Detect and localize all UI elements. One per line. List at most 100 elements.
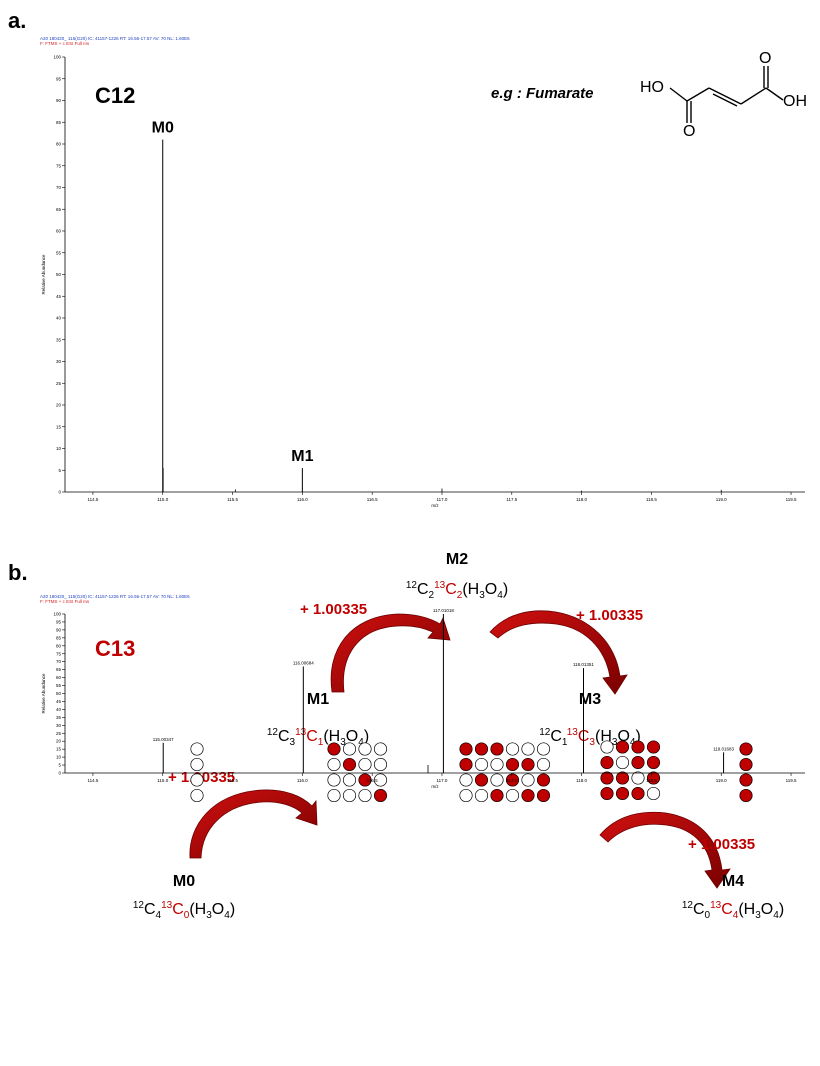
- peak-name-m3: M3: [579, 691, 601, 708]
- carbon-13-circle: [739, 773, 753, 787]
- carbon-12-circle: [490, 773, 504, 787]
- carbon-12-circle: [358, 757, 372, 772]
- carbon-12-circle: [600, 740, 614, 754]
- y-tick-label: 40: [56, 316, 62, 321]
- x-tick-label: 114.5: [87, 778, 98, 783]
- shift-label-m3-m4: + 1.00335: [688, 836, 755, 853]
- carbon-12-circle: [459, 788, 473, 803]
- carbon-13-circle: [646, 740, 661, 754]
- x-tick-label: 115.0: [157, 497, 168, 502]
- carbon-13-circle: [521, 757, 535, 772]
- formula-m0: 12C413C0(H3O4): [133, 900, 235, 921]
- panel-a-header-line1: A20 180420_ 115(G20) IC: 41157-1226 RT: …: [40, 36, 190, 41]
- carbon-12-circle: [536, 742, 551, 756]
- carbon-12-circle: [190, 773, 204, 787]
- x-tick-label: 115.5: [227, 778, 238, 783]
- x-tick-label: 116.5: [367, 497, 378, 502]
- y-tick-label: 70: [56, 185, 62, 190]
- fumarate-o-top: O: [759, 50, 771, 67]
- x-axis-label: m/z: [431, 503, 439, 508]
- x-tick-label: 119.5: [786, 778, 797, 783]
- y-tick-label: 35: [56, 337, 62, 342]
- y-tick-label: 60: [56, 229, 62, 234]
- carbon-13-circle: [536, 788, 551, 803]
- y-tick-label: 85: [56, 120, 62, 125]
- carbon-12-circle: [505, 788, 520, 803]
- y-tick-label: 100: [53, 55, 61, 60]
- peak-mz-label: 117.01018: [433, 608, 454, 613]
- fumarate-o-bottom: O: [683, 123, 695, 140]
- carbon-12-circle: [474, 757, 489, 772]
- transition-arrows: [189, 610, 731, 889]
- carbon-13-circle: [646, 755, 661, 770]
- panel-a: a. A20 180420_ 115(G20) IC: 41157-1226 R…: [8, 8, 807, 508]
- carbon-12-circle: [190, 757, 204, 772]
- fumarate-oh-left: HO: [640, 79, 664, 96]
- carbon-12-circle: [327, 773, 341, 787]
- carbon-13-circle: [631, 786, 645, 801]
- carbon-13-circle: [615, 740, 630, 754]
- x-tick-label: 119.0: [716, 778, 727, 783]
- y-tick-label: 80: [56, 643, 62, 648]
- x-tick-label: 115.0: [157, 778, 168, 783]
- y-axis-label: Relative Abundance: [41, 673, 46, 714]
- panel-a-tag: C12: [95, 83, 135, 108]
- y-tick-label: 20: [56, 739, 62, 744]
- x-tick-label: 117.0: [437, 778, 448, 783]
- carbon-13-circle: [615, 786, 630, 801]
- carbon-12-circle: [190, 742, 204, 756]
- fumarate-oh-right: OH: [783, 93, 807, 110]
- x-tick-label: 117.0: [437, 497, 448, 502]
- x-tick-label: 118.5: [646, 497, 657, 502]
- y-tick-label: 0: [58, 490, 61, 495]
- arrow-m0-m1: [189, 789, 318, 859]
- y-tick-label: 70: [56, 659, 62, 664]
- y-tick-label: 75: [56, 651, 62, 656]
- carbon-13-circle: [505, 757, 520, 772]
- panel-b-label: b.: [8, 560, 28, 585]
- y-tick-label: 95: [56, 76, 62, 81]
- carbon-13-circle: [536, 773, 551, 787]
- carbon-13-circle: [600, 755, 614, 770]
- y-tick-label: 5: [58, 468, 61, 473]
- peak-name-m0: M0: [152, 120, 174, 137]
- peak-name-m1: M1: [307, 691, 329, 708]
- chart-a: 0 5 10 15 20 25 30 35 40 45 50 55 60 65 70 75 80 85 90 95 10…: [41, 55, 805, 508]
- carbon-12-circle: [342, 773, 357, 787]
- x-tick-label: 119.0: [716, 497, 727, 502]
- carbon-13-circle: [459, 742, 473, 756]
- x-tick-label: 116.0: [297, 778, 308, 783]
- panel-b-tag: C13: [95, 636, 135, 661]
- peak-mz-label: 119.01683: [713, 746, 734, 751]
- carbon-13-circle: [505, 773, 520, 787]
- carbon-12-circle: [615, 755, 630, 770]
- carbon-12-circle: [373, 757, 388, 772]
- carbon-13-circle: [490, 788, 504, 803]
- carbon-13-circle: [739, 757, 753, 772]
- isotopologue-formulas: M0 12C413C0(H3O4) M1 12C313C1(H3O4) M2 12C213…: [133, 551, 784, 921]
- y-tick-label: 20: [56, 403, 62, 408]
- arrow-m2-m3: [489, 610, 628, 695]
- y-tick-label: 15: [56, 747, 62, 752]
- y-tick-label: 50: [56, 691, 62, 696]
- carbon-label-grids: [190, 740, 753, 803]
- formula-m4: 12C013C4(H3O4): [682, 900, 784, 921]
- carbon-12-circle: [631, 771, 645, 785]
- carbon-12-circle: [327, 757, 341, 772]
- x-tick-label: 117.5: [506, 778, 517, 783]
- y-tick-label: 55: [56, 250, 62, 255]
- peak-mz-label: 115.00347: [153, 737, 174, 742]
- carbon-13-circle: [615, 771, 630, 785]
- y-tick-label: 95: [56, 619, 62, 624]
- shift-label-m2-m3: + 1.00335: [576, 607, 643, 624]
- y-tick-label: 55: [56, 683, 62, 688]
- carbon-12-circle: [373, 773, 388, 787]
- y-tick-label: 50: [56, 272, 62, 277]
- x-tick-label: 118.0: [576, 778, 587, 783]
- y-tick-label: 45: [56, 294, 62, 299]
- peak-name-m2: M2: [446, 551, 468, 568]
- y-tick-label: 30: [56, 359, 62, 364]
- carbon-13-circle: [631, 740, 645, 754]
- carbon-12-circle: [521, 742, 535, 756]
- panel-a-header-line2: F: FTMS + c ESI Full ms: [40, 41, 90, 46]
